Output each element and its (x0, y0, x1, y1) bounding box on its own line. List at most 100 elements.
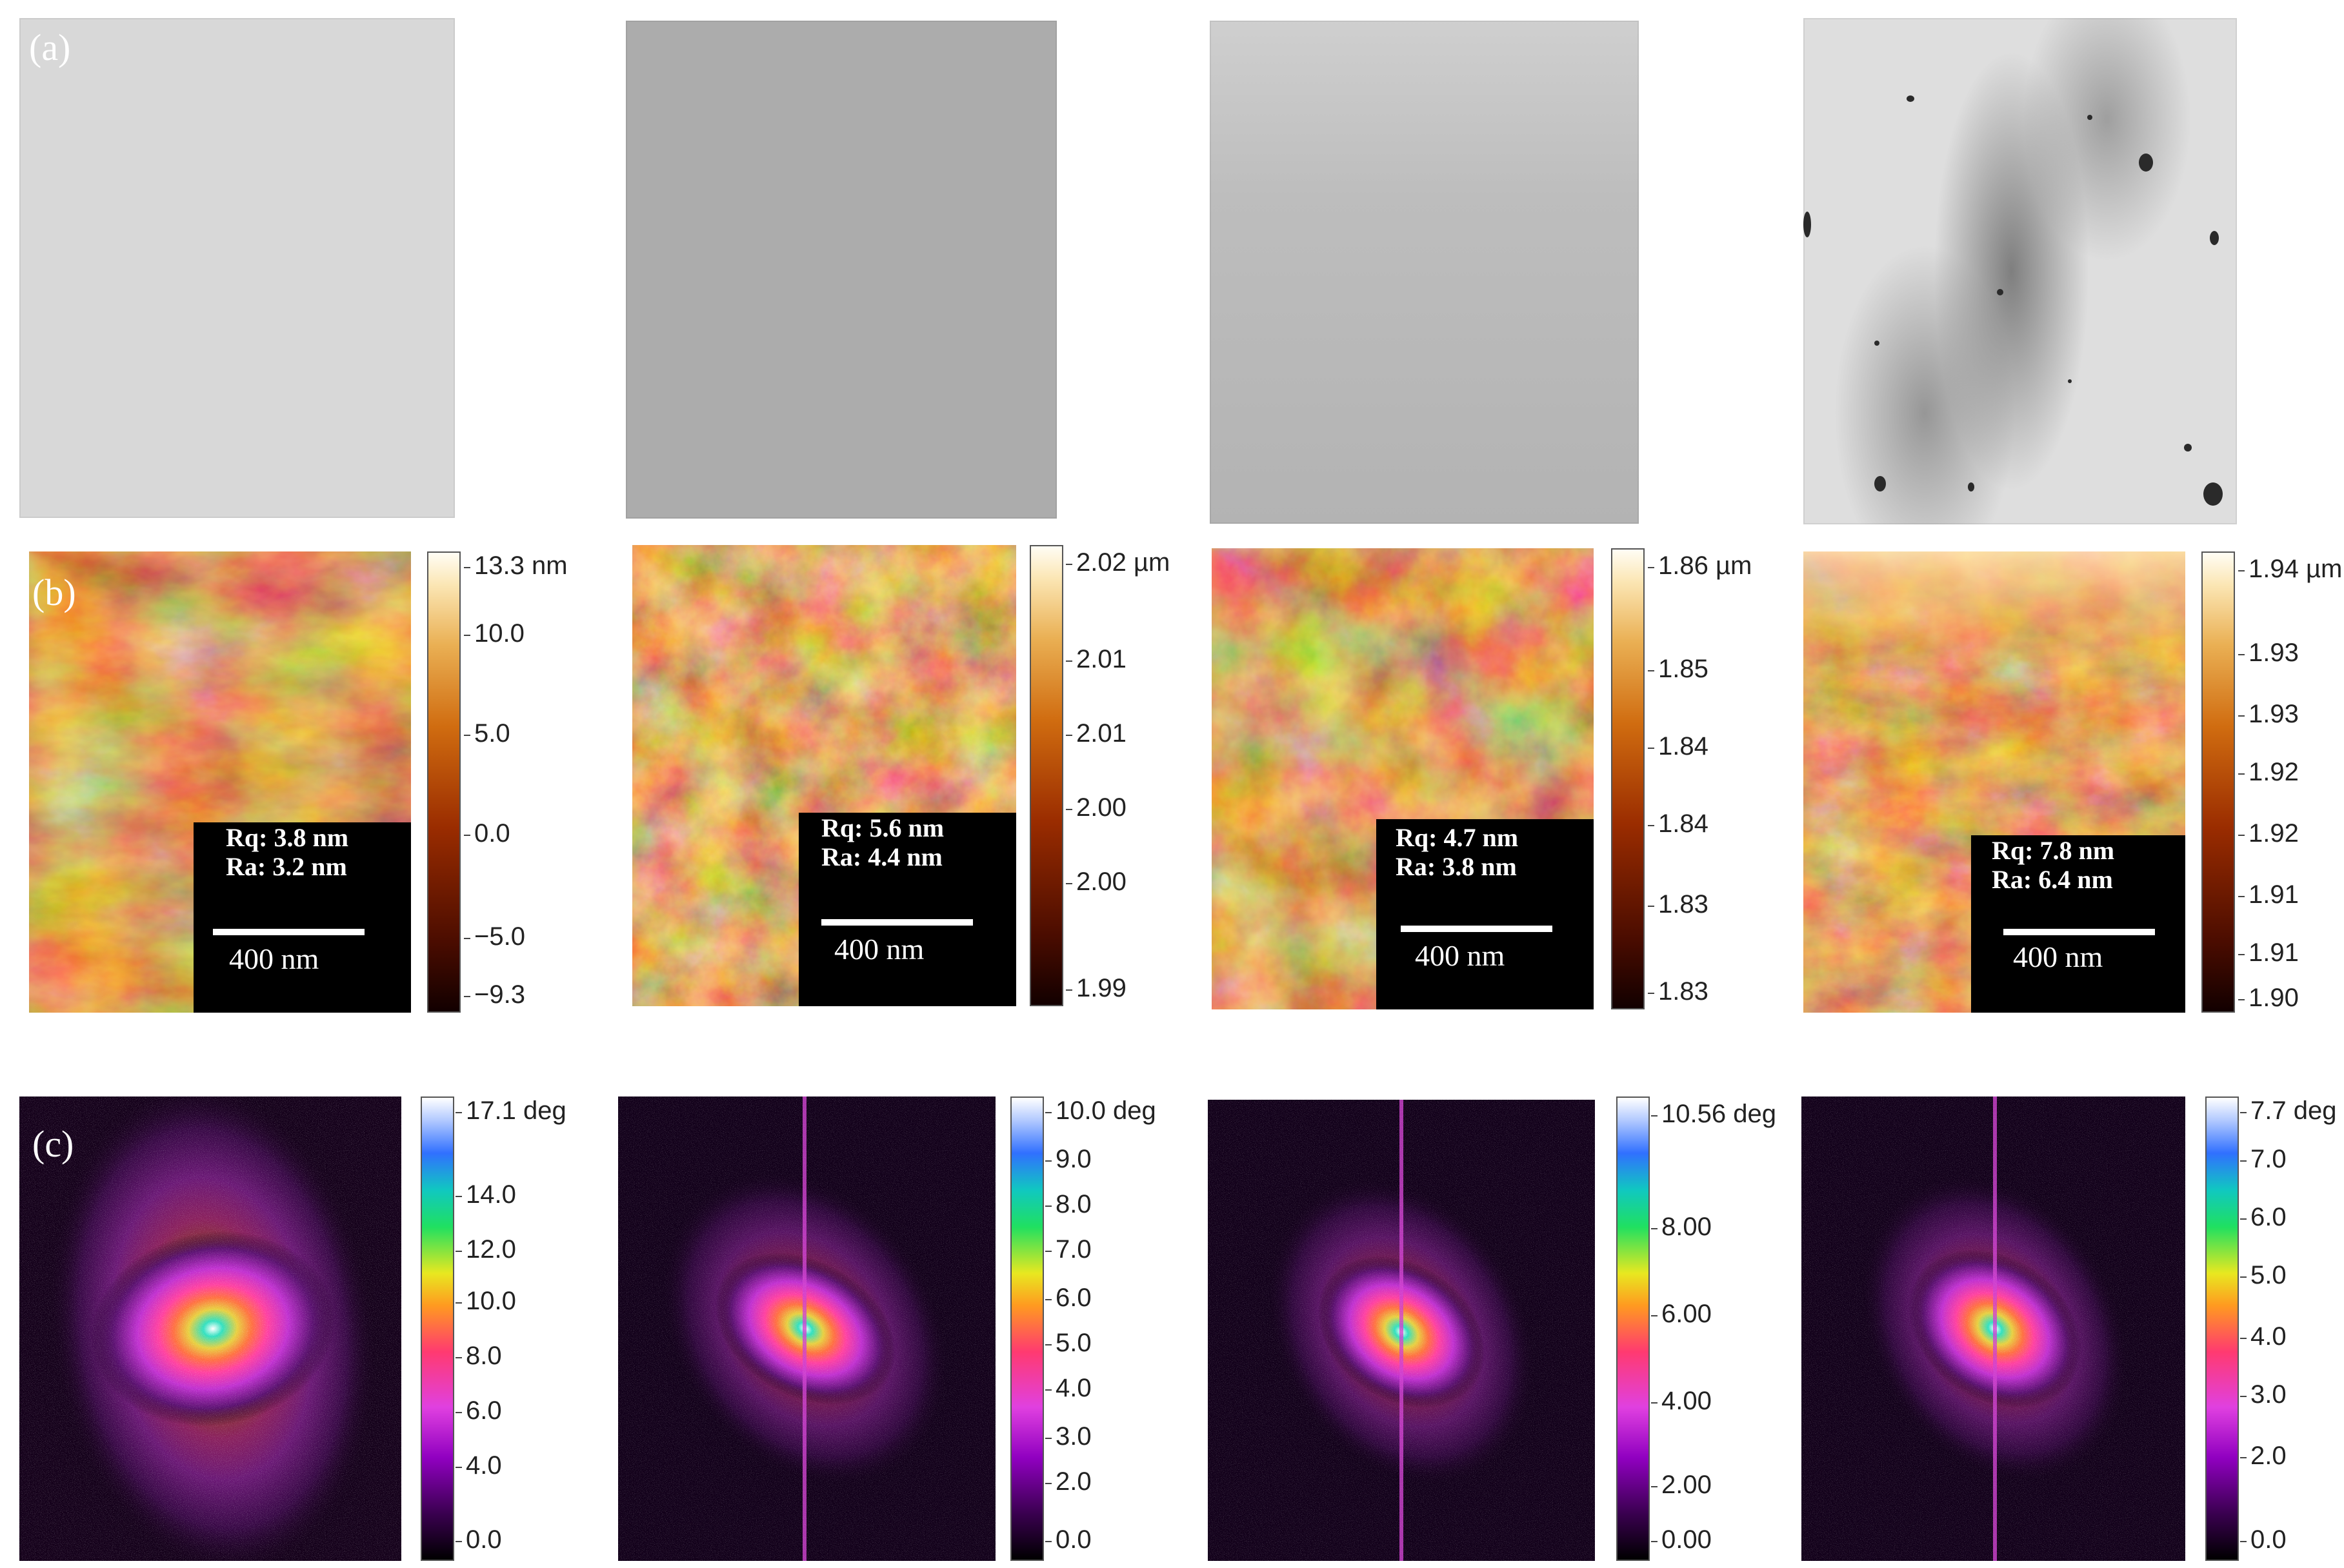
optical-image-4 (1803, 18, 2237, 524)
tick: 10.56 deg (1651, 1100, 1776, 1128)
scale-label: 400 nm (229, 942, 319, 975)
scale-bar (213, 929, 365, 935)
tick: 2.0 (2240, 1442, 2287, 1470)
phase-colorbar-2 (1010, 1097, 1044, 1561)
tick: 3.0 (1045, 1422, 1092, 1451)
rq-value: Rq: 3.8 nm (226, 823, 349, 852)
tick: 1.92 (2238, 819, 2299, 848)
tick: 17.1 deg (456, 1097, 566, 1125)
phase-colorbar-1 (421, 1097, 454, 1561)
tick: 0.00 (1651, 1525, 1712, 1554)
tick: 1.83 (1648, 977, 1708, 1006)
tick: 6.0 (1045, 1284, 1092, 1312)
panel-label-c: (c) (32, 1123, 74, 1165)
tick: 2.00 (1066, 868, 1127, 896)
scale-bar (821, 919, 973, 926)
fft-phase-map-2 (618, 1097, 996, 1561)
rq-value: Rq: 4.7 nm (1396, 823, 1519, 852)
roughness-box-3: Rq: 4.7 nm Ra: 3.8 nm 400 nm (1376, 819, 1594, 1009)
tick: 9.0 (1045, 1145, 1092, 1173)
tick: 0.0 (2240, 1525, 2287, 1554)
tick: 1.99 (1066, 974, 1127, 1002)
roughness-box-2: Rq: 5.6 nm Ra: 4.4 nm 400 nm (799, 813, 1016, 1006)
fft-phase-map-1 (19, 1097, 401, 1561)
tick: 2.00 (1066, 793, 1127, 822)
rq-value: Rq: 7.8 nm (1992, 836, 2115, 865)
tick: 1.86 µm (1647, 551, 1752, 580)
tick: 13.3 nm (464, 551, 568, 580)
tick: 2.02 µm (1065, 548, 1170, 577)
tick: 8.0 (456, 1342, 502, 1370)
tick: 1.91 (2238, 880, 2299, 909)
afm-height-map-1: Rq: 3.8 nm Ra: 3.2 nm 400 nm (29, 551, 411, 1013)
afm-height-map-2: Rq: 5.6 nm Ra: 4.4 nm 400 nm (632, 545, 1016, 1006)
tick: 1.83 (1648, 890, 1708, 918)
scale-label: 400 nm (2013, 940, 2103, 973)
tick: −9.3 (464, 980, 525, 1009)
optical-image-3 (1210, 21, 1639, 524)
tick: 10.0 deg (1045, 1097, 1156, 1125)
tick: 1.91 (2238, 938, 2299, 967)
tick: 0.0 (1045, 1525, 1092, 1554)
tick: 5.0 (2240, 1261, 2287, 1289)
fft-phase-map-4 (1801, 1097, 2185, 1561)
tick: 0.0 (456, 1525, 502, 1554)
phase-colorbar-4 (2205, 1097, 2239, 1561)
tick: 2.00 (1651, 1471, 1712, 1499)
afm-height-map-3: Rq: 4.7 nm Ra: 3.8 nm 400 nm (1212, 548, 1594, 1009)
tick: 5.0 (1045, 1329, 1092, 1357)
panel-label-b: (b) (32, 571, 76, 613)
tick: 10.0 (464, 619, 525, 648)
height-colorbar-4 (2201, 551, 2235, 1013)
tick: 12.0 (456, 1235, 516, 1264)
scale-bar (2003, 929, 2155, 935)
ra-value: Ra: 3.2 nm (226, 852, 347, 881)
tick: 6.00 (1651, 1300, 1712, 1328)
ra-value: Ra: 4.4 nm (821, 842, 943, 871)
tick: 2.01 (1066, 645, 1127, 673)
tick: 3.0 (2240, 1380, 2287, 1409)
fft-phase-map-3 (1208, 1100, 1595, 1561)
tick: 0.0 (464, 819, 510, 848)
optical-image-1 (19, 18, 455, 518)
tick: 4.0 (2240, 1322, 2287, 1351)
tick: 5.0 (464, 719, 510, 748)
afm-height-map-4: Rq: 7.8 nm Ra: 6.4 nm 400 nm (1803, 551, 2185, 1013)
scale-label: 400 nm (1415, 939, 1505, 972)
tick: −5.0 (464, 922, 525, 951)
height-colorbar-3 (1611, 548, 1645, 1009)
tick: 2.01 (1066, 719, 1127, 748)
tick: 1.84 (1648, 732, 1708, 760)
roughness-box-4: Rq: 7.8 nm Ra: 6.4 nm 400 nm (1971, 835, 2185, 1013)
optical-image-2 (626, 21, 1057, 519)
phase-colorbar-3 (1616, 1097, 1650, 1561)
tick: 7.0 (2240, 1145, 2287, 1173)
tick: 14.0 (456, 1180, 516, 1209)
tick: 2.0 (1045, 1467, 1092, 1496)
tick: 7.0 (1045, 1235, 1092, 1264)
tick: 4.0 (1045, 1374, 1092, 1402)
tick: 4.00 (1651, 1387, 1712, 1415)
rq-value: Rq: 5.6 nm (821, 813, 945, 842)
roughness-box-1: Rq: 3.8 nm Ra: 3.2 nm 400 nm (194, 822, 411, 1013)
tick: 8.00 (1651, 1213, 1712, 1241)
ra-value: Ra: 3.8 nm (1396, 852, 1517, 881)
scale-label: 400 nm (834, 933, 925, 966)
tick: 1.84 (1648, 809, 1708, 838)
tick: 1.93 (2238, 700, 2299, 728)
tick: 7.7 deg (2239, 1097, 2337, 1125)
tick: 1.93 (2238, 639, 2299, 667)
height-colorbar-1 (427, 551, 461, 1013)
tick: 8.0 (1045, 1190, 1092, 1218)
ra-value: Ra: 6.4 nm (1992, 865, 2113, 894)
tick: 6.0 (2240, 1203, 2287, 1231)
tick: 4.0 (456, 1451, 502, 1480)
tick: 10.0 (456, 1287, 516, 1315)
tick: 1.90 (2238, 984, 2299, 1012)
tick: 1.92 (2238, 758, 2299, 786)
scale-bar (1401, 926, 1552, 932)
tick: 1.94 µm (2238, 555, 2343, 583)
tick: 6.0 (456, 1396, 502, 1425)
panel-label-a: (a) (29, 26, 71, 68)
tick: 1.85 (1648, 655, 1708, 683)
